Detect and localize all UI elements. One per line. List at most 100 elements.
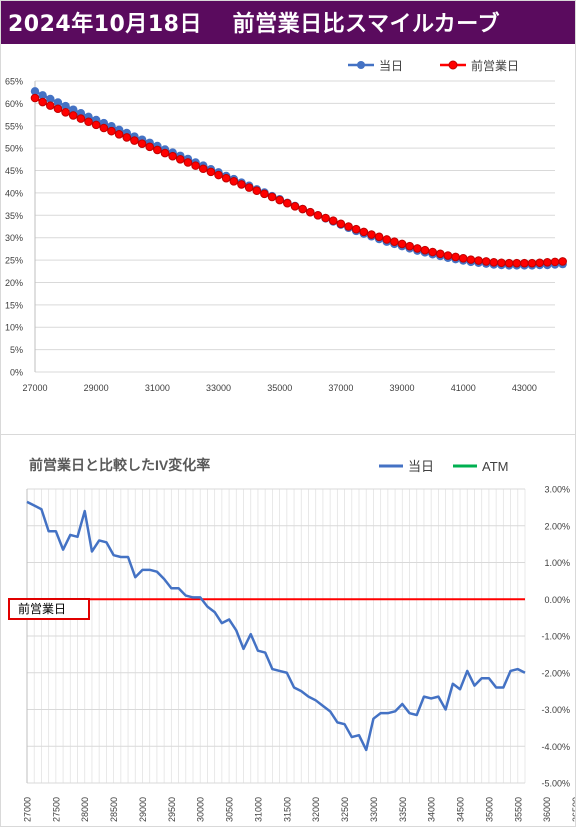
data-point (244, 183, 254, 192)
data-point (428, 247, 437, 257)
chart-divider (0, 434, 576, 435)
data-point (61, 101, 70, 111)
data-point (191, 161, 200, 170)
x-tick-label: 31000 (253, 797, 263, 822)
data-point (160, 148, 170, 158)
legend-label-today: 当日 (408, 459, 434, 474)
data-point (443, 251, 453, 260)
y-tick-label: 0.00% (544, 595, 570, 605)
data-point (45, 101, 55, 110)
y-tick-label: 5% (10, 345, 23, 355)
legend-label-prev: 前営業日 (471, 58, 519, 73)
data-point (336, 219, 346, 229)
iv-change-chart: 前営業日と比較したIV変化率 3.00% 2.00% 1.00% 0.00% -1.00… (23, 457, 576, 822)
y-tick-label: -4.00% (541, 742, 570, 752)
y-tick-label: 0% (10, 368, 23, 378)
smile-curve-chart: 0% 5% 10% 15% 20% 25% 30% 35% 40% 45% 50% 55% 60% 65%… (5, 58, 567, 393)
y-tick-label: 25% (5, 256, 23, 266)
y-tick-label: 1.00% (544, 558, 570, 568)
data-point (489, 258, 499, 267)
x-tick-label: 35500 (513, 797, 523, 822)
series-prev (30, 93, 567, 268)
y-tick-label: 35% (5, 211, 23, 221)
data-point (504, 258, 514, 268)
data-point (382, 235, 392, 244)
y-tick-label: 30% (5, 233, 23, 243)
data-point (435, 249, 445, 259)
chart-title: 前営業日と比較したIV変化率 (29, 457, 210, 473)
data-point (237, 180, 246, 189)
x-tick-label: 27000 (23, 797, 33, 822)
data-point (543, 258, 552, 267)
y-tick-label: -5.00% (541, 779, 570, 789)
data-point (153, 145, 162, 155)
y-tick-label: 60% (5, 99, 23, 109)
data-point (168, 151, 177, 161)
y-tick-label: 2.00% (544, 521, 570, 531)
y-tick-label: 10% (5, 323, 23, 333)
data-point (221, 173, 231, 183)
data-point (53, 98, 63, 107)
data-point (68, 111, 78, 120)
data-point (175, 155, 185, 164)
x-tick-label: 28500 (109, 797, 119, 822)
data-point (206, 167, 216, 177)
series-line (34, 90, 563, 267)
x-tick-label: 34500 (456, 797, 466, 822)
data-point (198, 164, 208, 174)
data-point (145, 142, 155, 152)
series-line (34, 96, 563, 265)
data-point (451, 252, 460, 262)
data-point (344, 222, 353, 231)
data-point (466, 255, 476, 264)
y-tick-label: 65% (5, 77, 23, 87)
x-tick-label: 35000 (267, 383, 292, 393)
data-point (260, 189, 269, 199)
x-tick-label: 33500 (398, 797, 408, 822)
data-point (38, 97, 47, 107)
data-point (267, 192, 277, 202)
data-point (183, 158, 193, 167)
data-point (229, 176, 239, 186)
x-tick-label: 39000 (390, 383, 415, 393)
data-point (283, 198, 292, 208)
legend-label-atm: ATM (482, 459, 508, 474)
data-point (76, 114, 86, 123)
data-point (458, 253, 468, 263)
y-tick-label: -1.00% (541, 632, 570, 642)
y-tick-label: 45% (5, 166, 23, 176)
x-tick-label: 30000 (196, 797, 206, 822)
x-tick-label: 29000 (138, 797, 148, 822)
data-point (520, 258, 529, 268)
data-point (367, 230, 376, 239)
data-point (214, 170, 223, 180)
data-point (474, 256, 483, 265)
x-tick-label: 31500 (282, 797, 292, 822)
data-point (275, 195, 285, 205)
x-tick-label: 37000 (328, 383, 353, 393)
data-point (122, 133, 132, 142)
data-point (114, 129, 124, 139)
data-point (351, 224, 361, 234)
data-point (413, 244, 422, 253)
y-tick-label: 20% (5, 278, 23, 288)
x-tick-label: 29000 (84, 383, 109, 393)
data-point (30, 87, 40, 96)
x-tick-label: 33000 (206, 383, 231, 393)
data-point (252, 186, 262, 195)
y-tick-label: 3.00% (544, 485, 570, 495)
data-point (305, 207, 315, 217)
data-point (46, 94, 55, 104)
x-tick-label: 30500 (225, 797, 235, 822)
legend-marker-prev (448, 60, 458, 70)
data-point (481, 257, 491, 266)
reference-line-label: 前営業日 (8, 598, 90, 620)
data-point (321, 213, 330, 223)
data-point (497, 258, 506, 268)
data-point (359, 227, 369, 237)
y-tick-label: 40% (5, 188, 23, 198)
data-point (420, 245, 430, 255)
data-point (298, 204, 307, 214)
x-tick-label: 32500 (340, 797, 350, 822)
page-title: 2024年10月18日 前営業日比スマイルカーブ (8, 12, 500, 37)
